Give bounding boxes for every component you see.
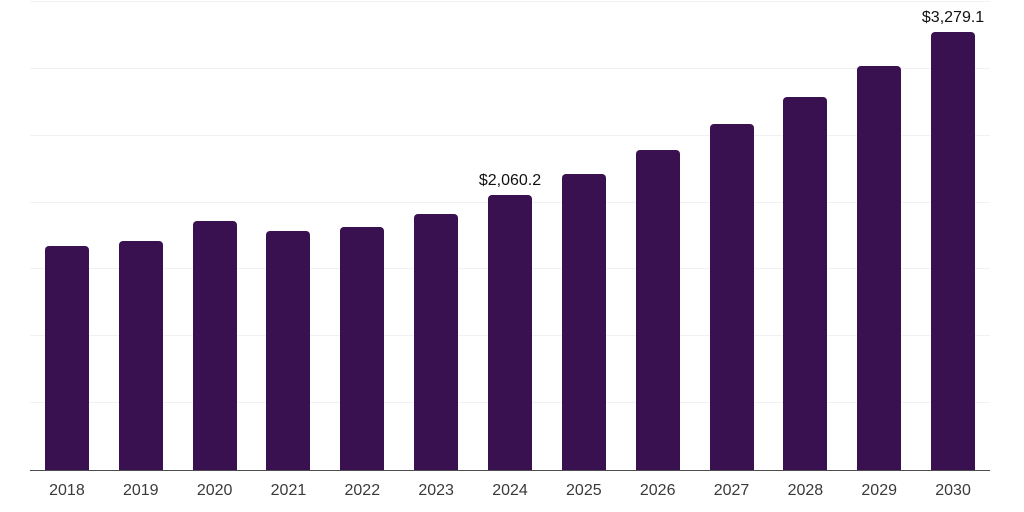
- bar-cell-2025: [547, 2, 621, 470]
- x-tick-label-2029: 2029: [861, 482, 897, 499]
- bar-2025[interactable]: [561, 174, 606, 470]
- bar-2023[interactable]: [414, 213, 459, 470]
- bar-cell-2018: [30, 2, 104, 470]
- gridline-2500: [30, 134, 990, 136]
- bar-2024[interactable]: [487, 194, 532, 470]
- gridline-3000: [30, 67, 990, 69]
- bar-2030[interactable]: [931, 31, 976, 470]
- x-tick-label-2021: 2021: [270, 482, 307, 499]
- x-axis-labels: 2018 2019 2020 2021 2022 2023 2024 2025 2026 2027…: [30, 480, 990, 502]
- x-tick-label-2030: 2030: [935, 482, 971, 499]
- bar-value-label-2024: $2,060.2: [478, 171, 542, 189]
- x-tick-label-2020: 2020: [196, 482, 233, 499]
- x-tick-label-2026: 2026: [639, 482, 676, 499]
- x-tick-label-2028: 2028: [787, 482, 824, 499]
- bar-cell-2020: [178, 2, 252, 470]
- bars: $2,060.2 $3,279.1: [30, 2, 990, 470]
- bar-cell-2030: $3,279.1: [916, 2, 990, 470]
- bar-2018[interactable]: [44, 245, 89, 470]
- bar-cell-2028: [768, 2, 842, 470]
- x-tick-label-2018: 2018: [49, 482, 85, 499]
- bar-2022[interactable]: [340, 226, 385, 470]
- bar-value-label-2030: $3,279.1: [921, 8, 985, 26]
- x-tick-label-2023: 2023: [418, 482, 454, 499]
- bar-2021[interactable]: [266, 230, 311, 470]
- bar-cell-2019: [104, 2, 178, 470]
- x-tick-label-2027: 2027: [713, 482, 750, 499]
- bar-cell-2027: [695, 2, 769, 470]
- bar-2020[interactable]: [192, 221, 237, 470]
- x-tick-label-2025: 2025: [566, 482, 602, 499]
- bar-cell-2026: [621, 2, 695, 470]
- bar-cell-2022: [325, 2, 399, 470]
- x-tick-label-2024: 2024: [492, 482, 528, 499]
- x-axis-line: [30, 470, 990, 471]
- x-tick-label-2022: 2022: [344, 482, 381, 499]
- bar-cell-2021: [252, 2, 326, 470]
- bar-cell-2029: [842, 2, 916, 470]
- bar-2029[interactable]: [857, 66, 902, 470]
- x-tick-label-2019: 2019: [122, 482, 159, 499]
- bar-cell-2023: [399, 2, 473, 470]
- bar-2026[interactable]: [635, 149, 680, 470]
- bar-2019[interactable]: [118, 240, 163, 470]
- bar-2028[interactable]: [783, 96, 828, 470]
- bar-2027[interactable]: [709, 124, 754, 470]
- bar-cell-2024: $2,060.2: [473, 2, 547, 470]
- plot-area: $2,060.2 $3,279.1: [30, 1, 990, 470]
- gridline-3500: [30, 1, 990, 2]
